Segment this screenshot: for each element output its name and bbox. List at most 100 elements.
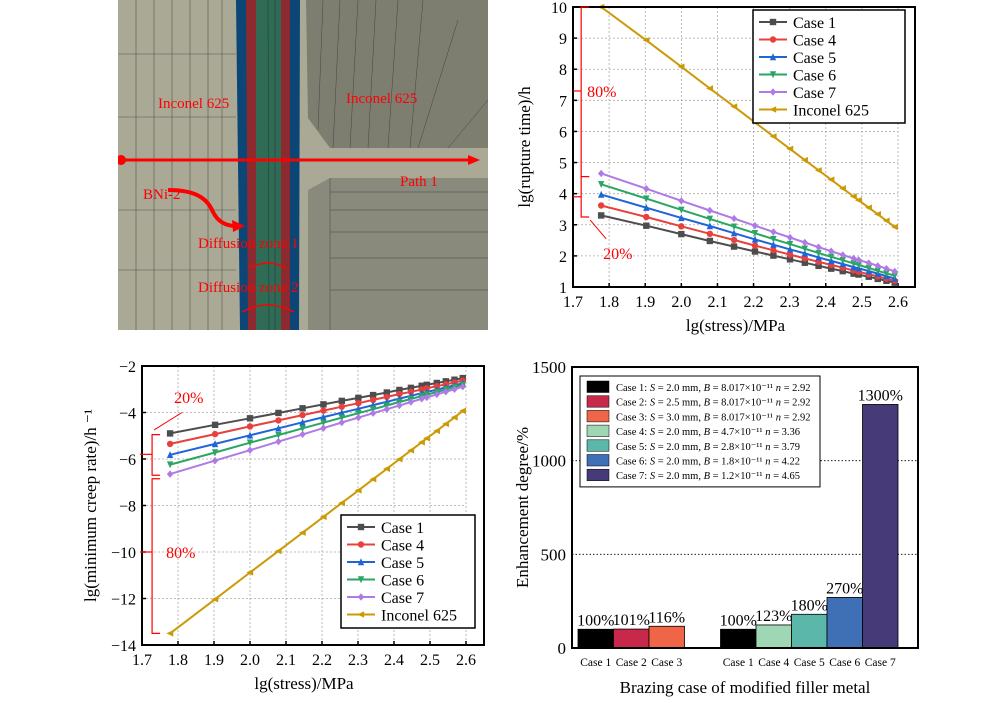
x-tick-label: 1.9 bbox=[204, 652, 224, 669]
series-line bbox=[600, 183, 896, 277]
x-tick-label: 2.5 bbox=[852, 294, 872, 311]
x-tick-label: 1.8 bbox=[168, 652, 188, 669]
fea-model-panel: Inconel 625 Inconel 625 Path 1 BNi-2 Dif… bbox=[116, 0, 489, 331]
annotations: 80% 20% bbox=[140, 390, 203, 634]
data-point bbox=[770, 240, 777, 248]
data-point bbox=[786, 245, 794, 253]
y-tick-label: −2 bbox=[119, 359, 136, 376]
data-point bbox=[597, 169, 605, 178]
series-case-5 bbox=[166, 379, 466, 459]
series-case-1 bbox=[166, 374, 466, 437]
data-point bbox=[839, 251, 846, 259]
data-point bbox=[786, 251, 794, 258]
legend-label: Case 7: S = 2.0 mm, B = 1.2×10⁻¹¹ n = 4.… bbox=[616, 471, 800, 482]
data-point bbox=[706, 85, 714, 92]
data-point bbox=[678, 223, 685, 230]
legend-label: Inconel 625 bbox=[793, 103, 869, 120]
data-point bbox=[770, 247, 777, 254]
data-point bbox=[396, 390, 403, 398]
legend-swatch-marker bbox=[357, 611, 365, 618]
bar bbox=[791, 613, 828, 649]
data-point bbox=[706, 222, 714, 230]
data-point bbox=[246, 446, 254, 454]
data-point bbox=[320, 407, 327, 414]
data-point bbox=[338, 409, 345, 416]
data-point bbox=[274, 547, 282, 555]
legend-box bbox=[340, 514, 476, 629]
x-tick-label: 2.2 bbox=[744, 294, 764, 311]
enhancement-degree-chart: 0 500 1000 1500 100% Case 1 101% Case 2 116% Case… bbox=[500, 350, 940, 698]
data-point bbox=[338, 414, 345, 422]
bar bbox=[613, 628, 650, 649]
legend-swatch-marker bbox=[357, 576, 365, 584]
x-axis-label: lg(stress)/MPa bbox=[254, 674, 354, 693]
legend-swatch-marker bbox=[769, 106, 777, 113]
data-point bbox=[299, 411, 306, 419]
data-point bbox=[865, 259, 872, 267]
x-tick-label: Case 1 bbox=[723, 657, 754, 669]
data-point bbox=[383, 465, 390, 472]
annotation-20-pointer bbox=[589, 219, 607, 240]
data-point bbox=[786, 145, 794, 153]
data-point bbox=[751, 242, 759, 249]
x-tick-label: 1.7 bbox=[132, 652, 152, 669]
y-tick-label: 1500 bbox=[532, 358, 566, 377]
x-tick-label: 2.0 bbox=[671, 294, 691, 311]
legend-label: Case 1 bbox=[793, 15, 836, 32]
data-point bbox=[815, 253, 822, 261]
data-point bbox=[770, 235, 777, 243]
data-point bbox=[433, 390, 441, 399]
bni2-pointer-arrow bbox=[167, 188, 237, 228]
data-point bbox=[770, 228, 777, 236]
legend-swatch-marker bbox=[769, 71, 777, 79]
data-point bbox=[827, 265, 835, 272]
data-point bbox=[338, 397, 345, 405]
data-point bbox=[423, 381, 430, 389]
bar bbox=[577, 628, 614, 649]
data-point bbox=[643, 213, 650, 221]
data-point bbox=[418, 439, 425, 446]
label-diffusion-zone-2: Diffusion zone 2 bbox=[198, 280, 299, 296]
y-tick-label: −6 bbox=[119, 452, 136, 469]
data-point bbox=[166, 630, 174, 637]
data-point bbox=[407, 398, 415, 406]
bar bbox=[826, 597, 863, 649]
data-point bbox=[883, 264, 890, 273]
annotation-20-pointer bbox=[153, 412, 183, 431]
label-bni2: BNi-2 bbox=[143, 187, 181, 203]
data-point bbox=[730, 223, 738, 231]
data-point bbox=[355, 400, 362, 407]
x-tick-label: 2.2 bbox=[312, 652, 332, 669]
data-point bbox=[246, 423, 254, 430]
plot-frame bbox=[141, 365, 485, 646]
min-creep-rate-plot: 1.7 1.8 1.9 2.0 2.1 2.2 2.3 2.4 2.5 2.6 −14 −12 −10 −… bbox=[81, 359, 485, 693]
series-case-5 bbox=[597, 190, 898, 282]
legend-swatch-marker bbox=[357, 541, 365, 548]
plot-frame bbox=[572, 6, 916, 288]
data-point bbox=[383, 405, 390, 413]
data-point bbox=[642, 37, 650, 44]
data-point bbox=[418, 386, 425, 393]
data-point bbox=[855, 261, 862, 269]
data-point bbox=[459, 407, 466, 415]
legend-swatch bbox=[586, 395, 610, 408]
data-point bbox=[211, 456, 219, 465]
data-point bbox=[839, 257, 846, 264]
legend-label: Case 4 bbox=[793, 33, 836, 50]
data-point bbox=[423, 385, 430, 392]
legend-label: Case 1 bbox=[381, 520, 424, 537]
series-case-6 bbox=[166, 381, 466, 469]
data-point bbox=[801, 259, 809, 266]
legend-swatch-marker bbox=[769, 18, 777, 26]
legend-label: Case 6 bbox=[381, 573, 424, 590]
legend-swatch-marker bbox=[769, 88, 777, 96]
y-axis-label: lg(minimum creep rate)/h ⁻¹ bbox=[81, 409, 100, 602]
data-point bbox=[827, 257, 835, 265]
bracket-20-percent bbox=[580, 175, 590, 218]
data-point bbox=[678, 214, 685, 222]
data-point bbox=[211, 440, 219, 448]
x-tick-label: 1.8 bbox=[599, 294, 619, 311]
data-point bbox=[299, 418, 306, 426]
